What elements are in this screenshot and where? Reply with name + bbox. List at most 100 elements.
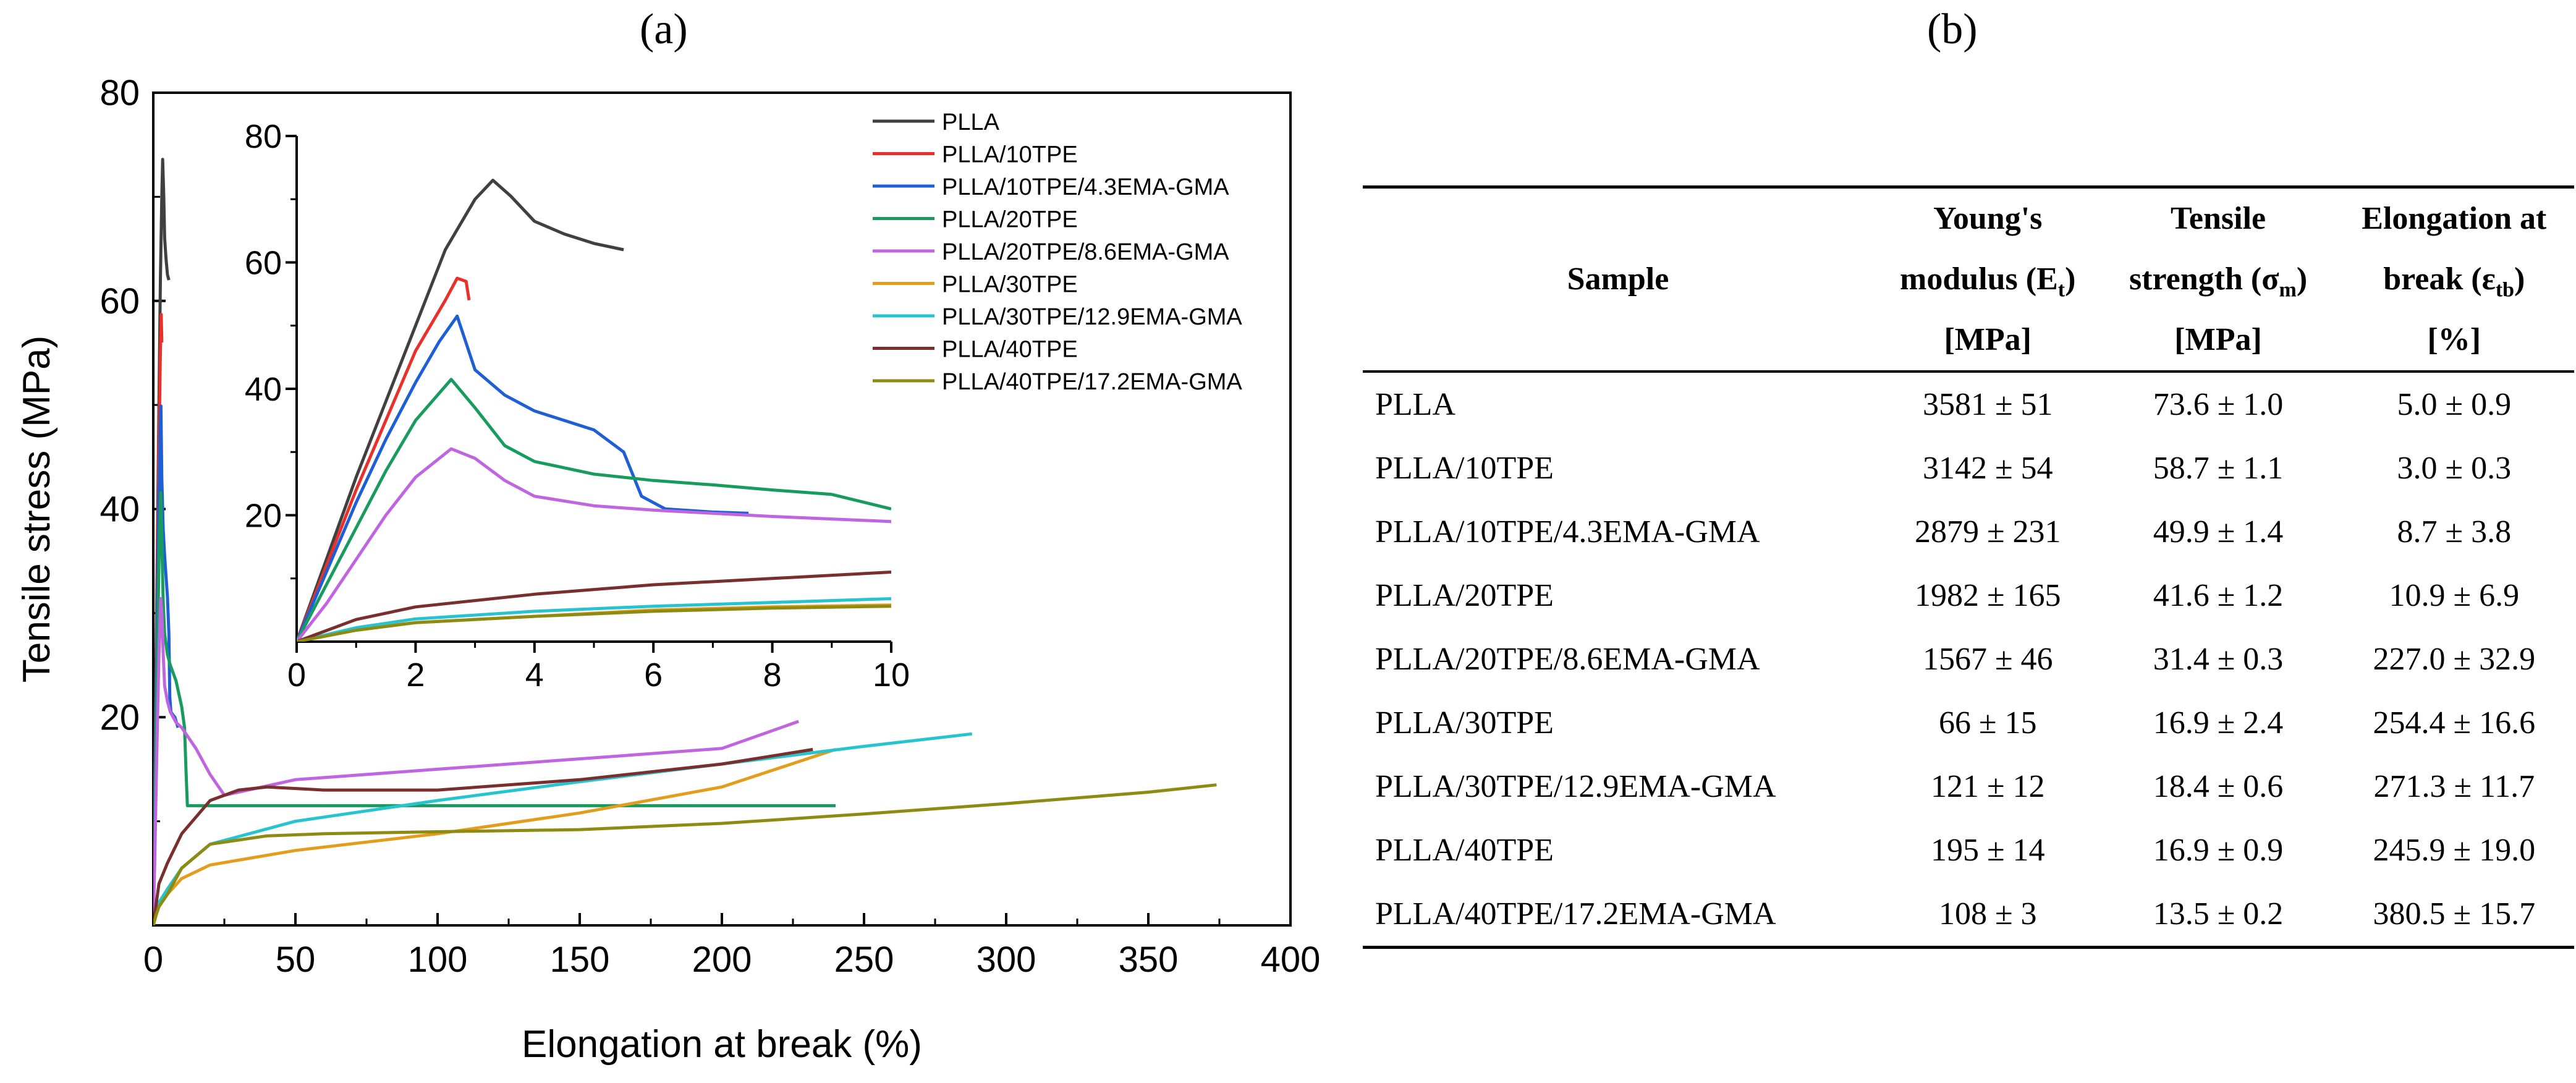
cell-strength: 41.6 ± 1.2 xyxy=(2153,578,2284,613)
panel-label-a: (a) xyxy=(640,6,688,53)
x-tick-label: 300 xyxy=(977,940,1036,980)
cell-sample: PLLA/30TPE/12.9EMA-GMA xyxy=(1375,769,1776,804)
x-axis-label: Elongation at break (%) xyxy=(522,1023,922,1066)
plot-frame xyxy=(152,91,1292,927)
x-tick-label: 350 xyxy=(1119,940,1179,980)
legend-label: PLLA/30TPE xyxy=(942,272,1078,298)
y-axis-label: Tensile stress (MPa) xyxy=(15,336,58,683)
y-tick-label: 20 xyxy=(100,697,140,737)
legend-label: PLLA/30TPE/12.9EMA-GMA xyxy=(942,304,1242,330)
cell-elongation: 8.7 ± 3.8 xyxy=(2397,514,2512,550)
x-tick-label: 200 xyxy=(692,940,752,980)
cell-elongation: 227.0 ± 32.9 xyxy=(2373,642,2536,677)
inset-series-line xyxy=(297,378,891,642)
inset-x-tick-label: 0 xyxy=(287,656,306,694)
inset-y-tick-label: 60 xyxy=(245,245,282,282)
header-youngs-line2: modulus (Et) xyxy=(1873,249,2103,310)
tensile-properties-table-wrapper: Sample Young's Tensile Elongation at mod… xyxy=(1363,185,2574,949)
x-tick-label: 0 xyxy=(143,940,163,980)
x-tick-label: 50 xyxy=(276,940,316,980)
cell-strength: 13.5 ± 0.2 xyxy=(2153,896,2284,932)
header-elongation-line3: [%] xyxy=(2427,322,2481,357)
cell-modulus: 121 ± 12 xyxy=(1930,769,2045,804)
table-header-row: Sample Young's Tensile Elongation at xyxy=(1363,187,2574,295)
table-body: PLLA 3581 ± 51 73.6 ± 1.0 5.0 ± 0.9 PLLA… xyxy=(1363,372,2574,948)
inset-x-tick-label: 8 xyxy=(763,656,782,694)
inset-x-tick-label: 2 xyxy=(406,656,425,694)
header-elongation-text: break (ε xyxy=(2383,261,2496,297)
series-line xyxy=(153,597,800,925)
cell-sample: PLLA/30TPE xyxy=(1375,705,1554,741)
header-tensile-subscript: m xyxy=(2279,278,2297,302)
y-tick-label: 80 xyxy=(100,73,140,113)
legend-label: PLLA/10TPE/4.3EMA-GMA xyxy=(942,174,1229,200)
panel-label-b: (b) xyxy=(1927,6,1978,53)
inset-x-tick-label: 10 xyxy=(873,656,910,694)
cell-strength: 16.9 ± 0.9 xyxy=(2153,833,2284,868)
header-elongation-close: ) xyxy=(2514,261,2525,297)
x-tick-label: 100 xyxy=(408,940,468,980)
chart-svg: 0 50 100 150 200 250 300 350 40020406080Elongati… xyxy=(15,73,1321,1066)
cell-modulus: 1567 ± 46 xyxy=(1922,642,2053,677)
legend-label: PLLA xyxy=(942,109,1000,135)
table-row: PLLA/20TPE/8.6EMA-GMA 1567 ± 46 31.4 ± 0… xyxy=(1363,627,2574,691)
y-tick-label: 40 xyxy=(100,490,140,530)
table-row: PLLA/40TPE/17.2EMA-GMA 108 ± 3 13.5 ± 0.… xyxy=(1363,882,2574,948)
table-row: PLLA/10TPE/4.3EMA-GMA 2879 ± 231 49.9 ± … xyxy=(1363,500,2574,564)
cell-sample: PLLA/20TPE/8.6EMA-GMA xyxy=(1375,642,1760,677)
cell-modulus: 3142 ± 54 xyxy=(1922,451,2053,486)
cell-modulus: 3581 ± 51 xyxy=(1922,387,2053,422)
inset-y-tick-label: 80 xyxy=(245,118,282,155)
header-youngs-line1: Young's xyxy=(1933,201,2043,236)
cell-sample: PLLA/40TPE xyxy=(1375,833,1554,868)
header-elongation-line1: Elongation at xyxy=(2362,201,2547,236)
cell-sample: PLLA/40TPE/17.2EMA-GMA xyxy=(1375,896,1776,932)
cell-sample: PLLA xyxy=(1375,387,1455,422)
series-line xyxy=(153,747,813,925)
header-tensile-line3: [MPa] xyxy=(2174,322,2262,357)
table-header: Sample Young's Tensile Elongation at mod… xyxy=(1363,187,2574,372)
header-sample: Sample xyxy=(1567,261,1669,297)
table-row: PLLA/30TPE/12.9EMA-GMA 121 ± 12 18.4 ± 0… xyxy=(1363,755,2574,818)
cell-elongation: 271.3 ± 11.7 xyxy=(2373,769,2535,804)
cell-strength: 73.6 ± 1.0 xyxy=(2153,387,2284,422)
stress-strain-chart: 0 50 100 150 200 250 300 350 400 20 40 60 80 Elongati… xyxy=(15,73,1321,1066)
header-elongation-line2: break (εtb) xyxy=(2334,249,2574,310)
inset-y-tick-label: 20 xyxy=(245,498,282,535)
cell-elongation: 5.0 ± 0.9 xyxy=(2397,387,2512,422)
cell-strength: 16.9 ± 2.4 xyxy=(2153,705,2284,741)
cell-strength: 49.9 ± 1.4 xyxy=(2153,514,2284,550)
tensile-properties-table: Sample Young's Tensile Elongation at mod… xyxy=(1363,185,2574,949)
cell-modulus: 195 ± 14 xyxy=(1930,833,2045,868)
cell-elongation: 254.4 ± 16.6 xyxy=(2373,705,2536,741)
inset-series-line xyxy=(297,276,471,642)
header-youngs-close: ) xyxy=(2065,261,2076,297)
table-row: PLLA/20TPE 1982 ± 165 41.6 ± 1.2 10.9 ± … xyxy=(1363,564,2574,627)
table-header-row: modulus (Et) strength (σm) break (εtb) xyxy=(1363,249,2574,310)
header-tensile-close: ) xyxy=(2296,261,2308,297)
series-line xyxy=(153,491,836,925)
inset-series-line xyxy=(297,179,624,642)
header-youngs-line3: [MPa] xyxy=(1944,322,2032,357)
inset-y-tick-label: 40 xyxy=(245,371,282,408)
y-tick-label: 60 xyxy=(100,281,140,321)
inset-series-line xyxy=(297,571,891,642)
cell-elongation: 10.9 ± 6.9 xyxy=(2389,578,2520,613)
cell-sample: PLLA/10TPE/4.3EMA-GMA xyxy=(1375,514,1760,550)
cell-strength: 58.7 ± 1.1 xyxy=(2153,451,2284,486)
table-row: PLLA/10TPE 3142 ± 54 58.7 ± 1.1 3.0 ± 0.… xyxy=(1363,436,2574,500)
x-tick-label: 400 xyxy=(1261,940,1321,980)
inset-series-line xyxy=(297,447,891,642)
cell-elongation: 3.0 ± 0.3 xyxy=(2397,451,2512,486)
cell-elongation: 380.5 ± 15.7 xyxy=(2373,896,2536,932)
inset-series-line xyxy=(297,314,749,642)
cell-elongation: 245.9 ± 19.0 xyxy=(2373,833,2536,868)
header-tensile-text: strength (σ xyxy=(2129,261,2279,297)
header-youngs-text: modulus (E xyxy=(1900,261,2058,297)
cell-modulus: 1982 ± 165 xyxy=(1914,578,2061,613)
table-header-row: [MPa] [MPa] [%] xyxy=(1363,310,2574,372)
header-tensile-line1: Tensile xyxy=(2170,201,2266,236)
x-tick-label: 250 xyxy=(834,940,894,980)
inset-x-tick-label: 4 xyxy=(525,656,544,694)
cell-modulus: 2879 ± 231 xyxy=(1914,514,2061,550)
